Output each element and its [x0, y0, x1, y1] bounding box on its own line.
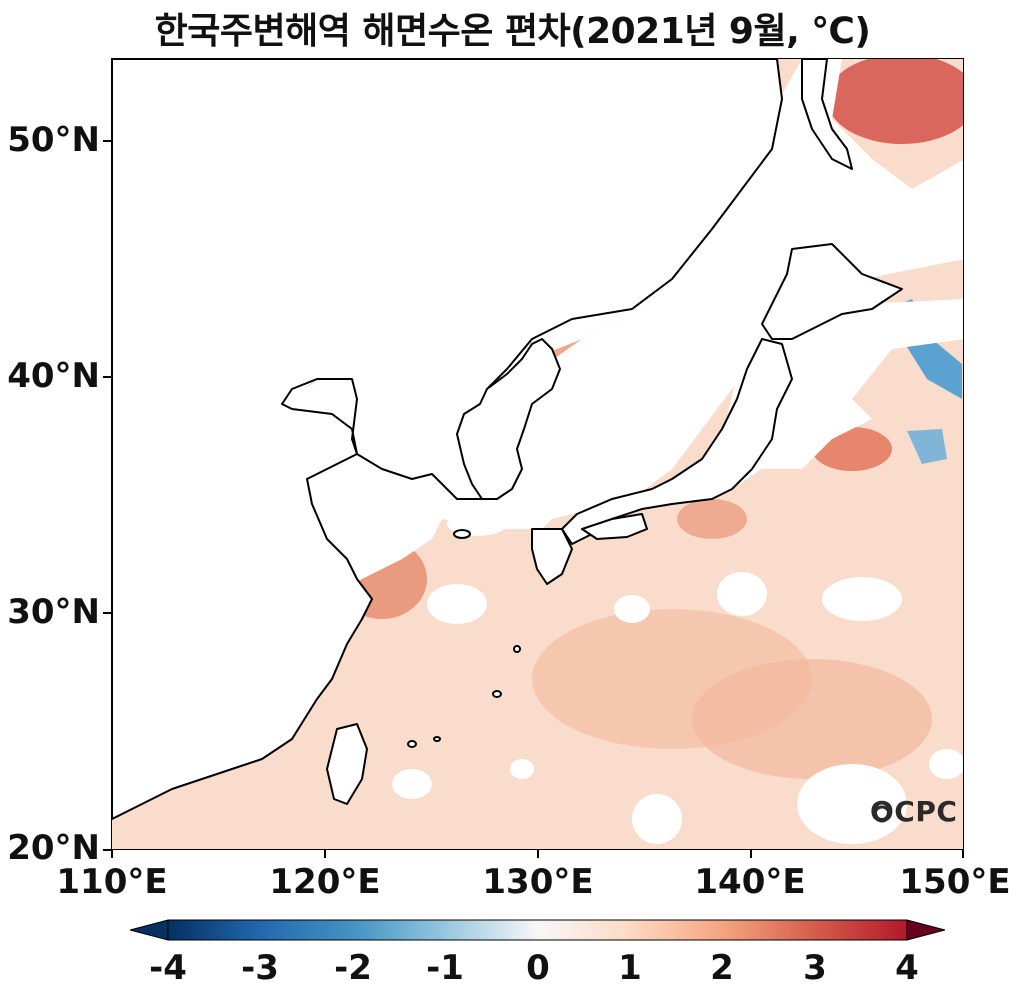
x-tick-mark: [537, 850, 539, 858]
y-tick-label: 50°N: [7, 120, 100, 160]
y-tick-mark: [103, 140, 111, 142]
sst-anomaly-map: [111, 58, 964, 850]
x-tick-mark: [962, 850, 964, 858]
map-title: 한국주변해역 해면수온 편차(2021년 9월, ℃): [154, 11, 871, 52]
anomaly-patch: [827, 59, 963, 144]
colorbar-tick-label: 3: [803, 948, 827, 988]
x-tick-label: 150°E: [899, 862, 1011, 902]
y-tick-label: 20°N: [7, 828, 100, 868]
colorbar-tick-label: 2: [710, 948, 734, 988]
colorbar-tick-label: 0: [526, 948, 550, 988]
colorbar-tick-label: -3: [241, 948, 279, 988]
map-canvas: [112, 59, 963, 849]
ocpc-logo-icon: [873, 805, 891, 823]
colorbar-graphic: [128, 919, 947, 941]
x-tick-mark: [324, 850, 326, 858]
coastlines: [112, 59, 903, 820]
x-tick-mark: [111, 850, 113, 858]
y-tick-label: 30°N: [7, 592, 100, 632]
x-tick-label: 110°E: [56, 862, 168, 902]
y-tick-mark: [103, 376, 111, 378]
colorbar-tick-label: -2: [334, 948, 372, 988]
colorbar-min-extend: [128, 919, 169, 941]
colorbar: [128, 918, 947, 942]
colorbar-tick-label: 4: [895, 948, 919, 988]
anomaly-patch: [677, 499, 747, 539]
y-tick-label: 40°N: [7, 356, 100, 396]
y-tick-mark: [103, 612, 111, 614]
colorbar-tick-label: -1: [426, 948, 464, 988]
negative-anomaly-patch: [907, 429, 947, 464]
ocpc-logo-text: OCPC: [870, 795, 958, 828]
anomaly-patch: [692, 659, 932, 779]
colorbar-gradient: [167, 919, 908, 941]
colorbar-tick-label: 1: [618, 948, 642, 988]
x-tick-label: 120°E: [269, 862, 381, 902]
y-tick-mark: [103, 849, 111, 851]
colorbar-max-extend: [906, 919, 947, 941]
x-tick-mark: [750, 850, 752, 858]
colorbar-tick-label: -4: [149, 948, 187, 988]
x-tick-label: 140°E: [694, 862, 806, 902]
x-tick-label: 130°E: [482, 862, 594, 902]
